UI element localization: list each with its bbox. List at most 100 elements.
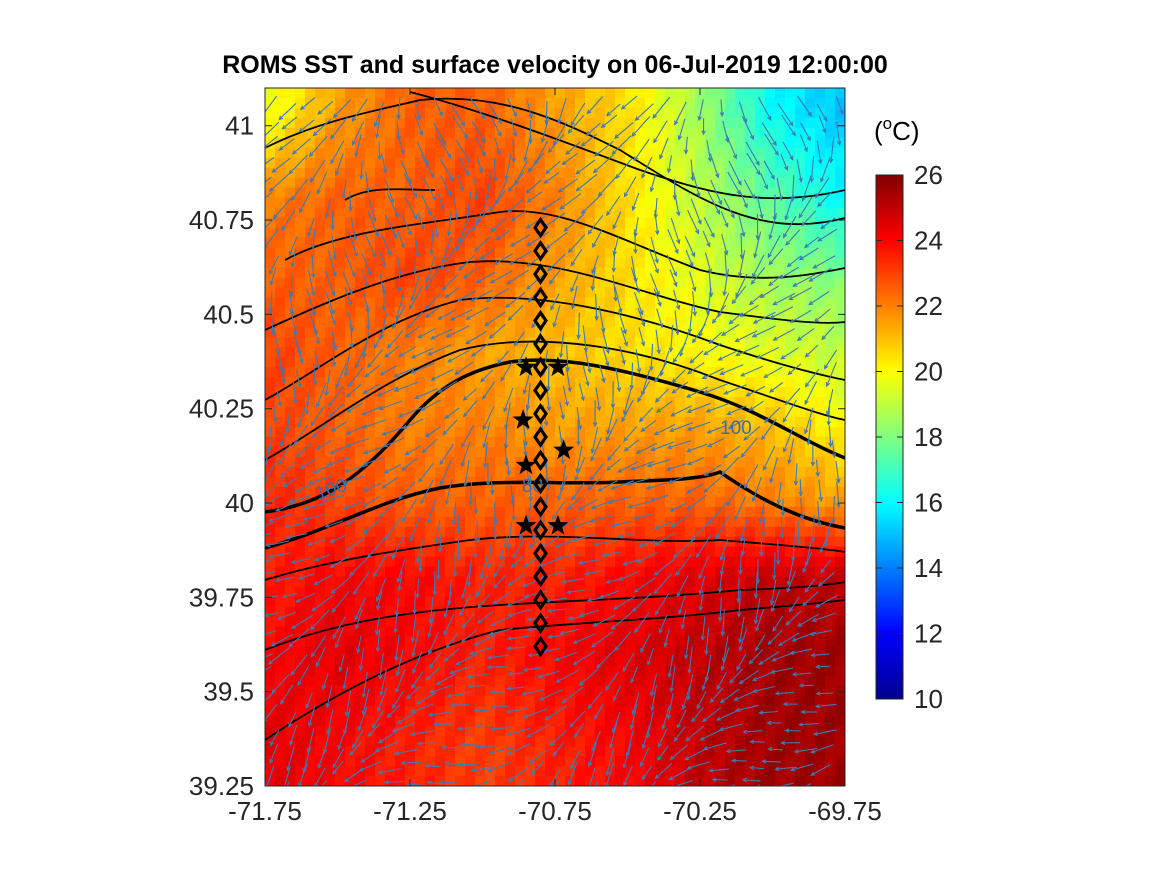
sst-cell	[415, 516, 426, 528]
sst-cell	[435, 437, 446, 448]
velocity-arrowhead	[324, 213, 330, 219]
sst-cell	[355, 736, 366, 747]
velocity-arrow	[350, 216, 357, 241]
sst-cell	[545, 466, 556, 478]
sst-cell	[375, 117, 386, 129]
sst-cell	[685, 88, 696, 99]
sst-cell	[825, 686, 836, 697]
sst-cell	[375, 187, 386, 199]
sst-cell	[785, 666, 796, 677]
sst-cell	[615, 337, 626, 348]
velocity-arrowhead	[384, 353, 390, 358]
velocity-arrowhead	[541, 206, 547, 211]
sst-cell	[345, 756, 356, 767]
sst-cell	[625, 776, 636, 786]
velocity-arrowhead	[731, 299, 737, 305]
sst-cell	[535, 676, 546, 687]
sst-cell	[795, 287, 806, 298]
sst-cell	[695, 686, 706, 697]
sst-cell	[645, 367, 656, 378]
sst-cell	[365, 676, 376, 687]
sst-cell	[655, 676, 666, 687]
sst-cell	[505, 446, 516, 458]
sst-cell	[645, 726, 656, 737]
velocity-arrowhead	[706, 242, 711, 248]
sst-cell	[395, 177, 406, 189]
sst-cell	[345, 606, 356, 618]
sst-cell	[615, 726, 626, 737]
sst-cell	[745, 686, 756, 697]
velocity-arrowhead	[481, 138, 486, 144]
sst-cell	[355, 127, 366, 139]
sst-cell	[325, 167, 336, 179]
sst-cell	[785, 776, 796, 786]
sst-cell	[495, 167, 506, 179]
sst-cell	[805, 257, 816, 269]
sst-cell	[305, 566, 316, 578]
sst-cell	[765, 317, 776, 328]
sst-cell	[415, 676, 426, 687]
sst-cell	[565, 706, 576, 717]
sst-cell	[555, 227, 566, 239]
sst-cell	[355, 117, 366, 129]
sst-cell	[825, 486, 836, 498]
sst-cell	[655, 636, 666, 647]
velocity-arrowhead	[308, 152, 314, 158]
sst-cell	[385, 327, 396, 338]
sst-cell	[275, 407, 286, 418]
sst-cell	[725, 566, 736, 578]
sst-cell	[685, 516, 696, 528]
sst-cell	[465, 586, 476, 598]
velocity-arrow	[611, 135, 632, 155]
velocity-arrowhead	[592, 168, 598, 174]
sst-cell	[365, 516, 376, 528]
sst-cell	[795, 686, 806, 697]
sst-cell	[415, 616, 426, 628]
sst-cell	[435, 566, 446, 578]
sst-cell	[295, 137, 306, 149]
sst-cell	[565, 107, 576, 119]
sst-cell	[515, 616, 526, 628]
sst-cell	[605, 686, 616, 697]
sst-cell	[795, 726, 806, 737]
sst-cell	[295, 726, 306, 737]
sst-cell	[585, 496, 596, 508]
sst-cell	[615, 147, 626, 159]
sst-cell	[745, 107, 756, 119]
sst-cell	[465, 486, 476, 498]
sst-cell	[295, 486, 306, 498]
sst-cell	[465, 88, 476, 99]
sst-cell	[315, 227, 326, 239]
velocity-arrow	[797, 95, 812, 117]
sst-cell	[695, 476, 706, 488]
sst-cell	[835, 716, 845, 727]
sst-cell	[325, 566, 336, 578]
sst-cell	[535, 337, 546, 348]
sst-cell	[495, 157, 506, 169]
velocity-arrowhead	[415, 252, 421, 258]
sst-cell	[655, 257, 666, 269]
sst-cell	[695, 167, 706, 179]
sst-cell	[725, 476, 736, 488]
velocity-arrowhead	[507, 208, 513, 213]
sst-cell	[465, 297, 476, 308]
velocity-arrow	[613, 247, 616, 272]
sst-cell	[545, 776, 556, 786]
sst-cell	[665, 466, 676, 478]
sst-cell	[815, 88, 826, 99]
sst-cell	[775, 437, 786, 448]
sst-cell	[355, 287, 366, 298]
sst-cell	[615, 97, 626, 109]
sst-cell	[335, 417, 346, 428]
sst-cell	[305, 756, 316, 767]
sst-cell	[605, 347, 616, 358]
sst-cell	[595, 676, 606, 687]
sst-cell	[365, 466, 376, 478]
sst-cell	[725, 267, 736, 279]
sst-cell	[295, 576, 306, 588]
sst-cell	[545, 496, 556, 508]
velocity-arrowhead	[400, 243, 405, 249]
sst-cell	[515, 636, 526, 647]
sst-cell	[585, 486, 596, 498]
sst-cell	[805, 407, 816, 418]
